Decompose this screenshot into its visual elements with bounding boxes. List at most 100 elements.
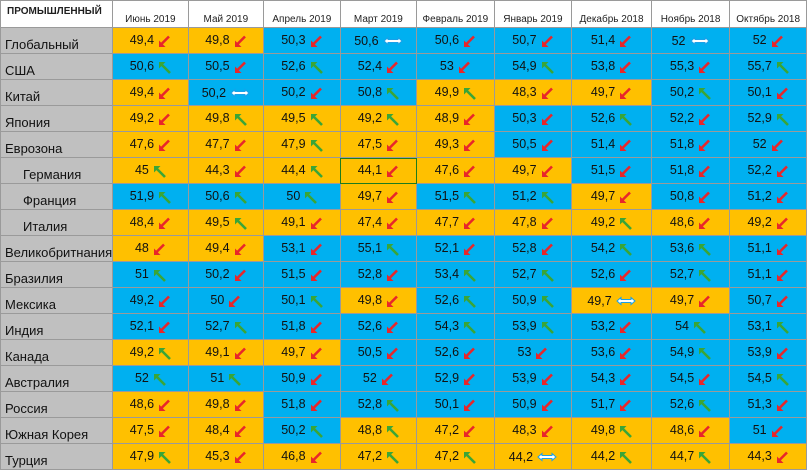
data-cell[interactable]: 47,9 [263, 131, 341, 158]
data-cell[interactable]: 52,1 [112, 313, 189, 340]
column-header[interactable]: Октябрь 2018 [729, 0, 807, 28]
data-cell[interactable]: 50,5 [339, 339, 418, 366]
data-cell[interactable]: 49,2 [112, 105, 189, 132]
data-cell[interactable]: 52,6 [339, 313, 418, 340]
data-cell[interactable]: 47,6 [112, 131, 189, 158]
row-label[interactable]: Мексика [0, 287, 114, 314]
data-cell[interactable]: 51,7 [571, 391, 652, 418]
data-cell[interactable]: 52,6 [416, 339, 495, 366]
row-label[interactable]: Индия [0, 313, 114, 340]
data-cell[interactable]: 50,9 [493, 391, 573, 418]
data-cell[interactable]: 48,6 [650, 209, 731, 236]
data-cell[interactable]: 52 [729, 131, 807, 158]
data-cell[interactable]: 49,8 [571, 417, 652, 444]
data-cell[interactable]: 47,7 [187, 131, 265, 158]
data-cell[interactable]: 52,2 [650, 105, 731, 132]
row-label[interactable]: Южная Корея [0, 417, 114, 444]
data-cell[interactable]: 55,1 [339, 235, 418, 262]
data-cell[interactable]: 52,2 [729, 157, 807, 184]
column-header[interactable]: Ноябрь 2018 [650, 0, 731, 28]
data-cell[interactable]: 47,9 [112, 443, 189, 470]
data-cell[interactable]: 49,8 [187, 27, 265, 54]
data-cell[interactable]: 50,2 [263, 79, 341, 106]
data-cell[interactable]: 52,6 [571, 105, 652, 132]
data-cell[interactable]: 53,2 [571, 313, 652, 340]
row-label[interactable]: Китай [0, 79, 114, 106]
data-cell[interactable]: 49,1 [187, 339, 265, 366]
data-cell[interactable]: 53,4 [416, 261, 495, 288]
data-cell[interactable]: 49,7 [263, 339, 341, 366]
data-cell[interactable]: 50,1 [416, 391, 495, 418]
data-cell[interactable]: 51,4 [571, 27, 652, 54]
data-cell[interactable]: 50,2 [650, 79, 731, 106]
data-cell[interactable]: 51,8 [263, 313, 341, 340]
data-cell[interactable]: 55,3 [650, 53, 731, 80]
data-cell[interactable]: 49,7 [571, 183, 652, 210]
row-label[interactable]: Россия [0, 391, 114, 418]
data-cell[interactable]: 53,1 [729, 313, 807, 340]
data-cell[interactable]: 49,4 [112, 27, 189, 54]
data-cell[interactable]: 46,8 [263, 443, 341, 470]
data-cell[interactable]: 48,4 [112, 209, 189, 236]
data-cell[interactable]: 52,4 [339, 53, 418, 80]
data-cell[interactable]: 49,8 [187, 391, 265, 418]
column-header[interactable]: Февраль 2019 [416, 0, 495, 28]
row-label[interactable]: Германия [0, 157, 114, 184]
data-cell[interactable]: 50,1 [263, 287, 341, 314]
data-cell[interactable]: 51,2 [493, 183, 573, 210]
data-cell[interactable]: 54 [650, 313, 731, 340]
data-cell[interactable]: 50,5 [493, 131, 573, 158]
data-cell[interactable]: 50,9 [263, 365, 341, 392]
row-label[interactable]: Глобальный [0, 27, 114, 54]
data-cell[interactable]: 53,6 [650, 235, 731, 262]
data-cell[interactable]: 52 [112, 365, 189, 392]
data-cell[interactable]: 49,7 [339, 183, 418, 210]
data-cell[interactable]: 48,4 [187, 417, 265, 444]
data-cell[interactable]: 48,8 [339, 417, 418, 444]
data-cell[interactable]: 52,9 [416, 365, 495, 392]
data-cell[interactable]: 45,3 [187, 443, 265, 470]
data-cell[interactable]: 50,6 [339, 27, 418, 54]
data-cell[interactable]: 44,7 [650, 443, 731, 470]
column-header[interactable]: Март 2019 [339, 0, 418, 28]
data-cell[interactable]: 50,6 [416, 27, 495, 54]
data-cell[interactable]: 51,5 [263, 261, 341, 288]
row-label[interactable]: Австралия [0, 365, 114, 392]
data-cell[interactable]: 52,6 [263, 53, 341, 80]
row-label[interactable]: Япония [0, 105, 114, 132]
data-cell[interactable]: 49,4 [187, 235, 265, 262]
data-cell[interactable]: 50,1 [729, 79, 807, 106]
data-cell[interactable]: 50,8 [650, 183, 731, 210]
data-cell[interactable]: 49,5 [263, 105, 341, 132]
data-cell[interactable]: 52 [650, 27, 731, 54]
data-cell[interactable]: 51,1 [729, 235, 807, 262]
data-cell[interactable]: 52,7 [187, 313, 265, 340]
data-cell[interactable]: 44,2 [571, 443, 652, 470]
data-cell[interactable]: 44,2 [493, 443, 573, 470]
data-cell[interactable]: 50,2 [187, 79, 265, 106]
data-cell[interactable]: 52 [339, 365, 418, 392]
data-cell[interactable]: 49,5 [187, 209, 265, 236]
data-cell[interactable]: 52,7 [493, 261, 573, 288]
row-label[interactable]: Канада [0, 339, 114, 366]
data-cell[interactable]: 50,6 [112, 53, 189, 80]
data-cell[interactable]: 45 [112, 157, 189, 184]
data-cell[interactable]: 53 [493, 339, 573, 366]
data-cell[interactable]: 51,8 [650, 157, 731, 184]
data-cell[interactable]: 50,9 [493, 287, 573, 314]
data-cell[interactable]: 52,8 [493, 235, 573, 262]
data-cell[interactable]: 49,9 [416, 79, 495, 106]
data-cell[interactable]: 50,8 [339, 79, 418, 106]
data-cell[interactable]: 51 [729, 417, 807, 444]
data-cell[interactable]: 53,8 [571, 53, 652, 80]
data-cell[interactable]: 47,5 [112, 417, 189, 444]
data-cell[interactable]: 44,4 [263, 157, 341, 184]
data-cell[interactable]: 47,7 [416, 209, 495, 236]
data-cell[interactable]: 47,2 [416, 443, 495, 470]
data-cell[interactable]: 49,8 [187, 105, 265, 132]
data-cell[interactable]: 50,7 [493, 27, 573, 54]
data-cell[interactable]: 50 [263, 183, 341, 210]
data-cell[interactable]: 53,9 [493, 365, 573, 392]
data-cell[interactable]: 52,6 [571, 261, 652, 288]
data-cell[interactable]: 49,1 [263, 209, 341, 236]
